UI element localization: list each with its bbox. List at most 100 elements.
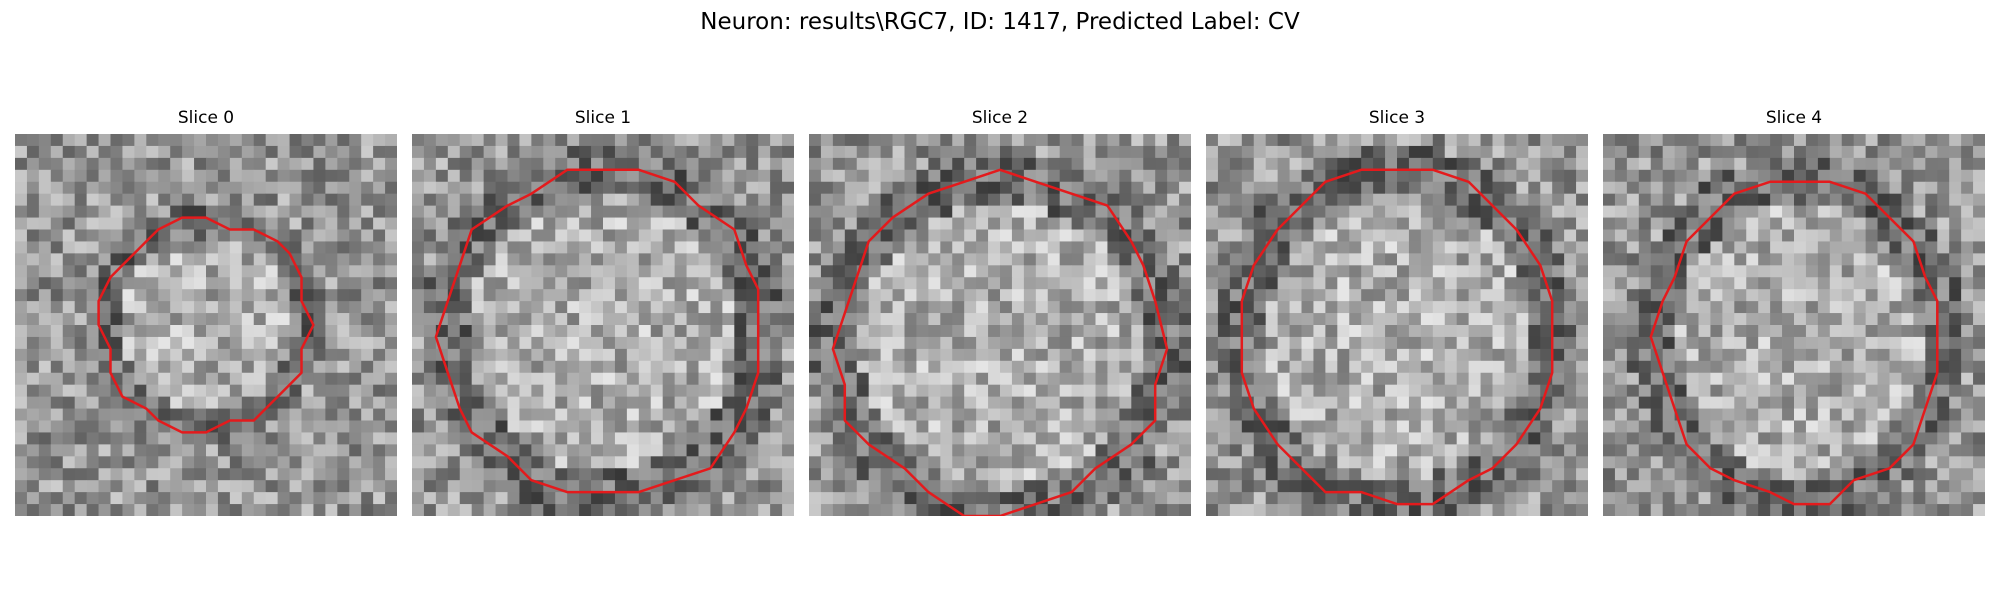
roi-contour bbox=[831, 168, 1169, 516]
image-pixel bbox=[471, 205, 485, 218]
image-pixel bbox=[277, 289, 290, 302]
image-pixel bbox=[385, 444, 397, 457]
image-pixel bbox=[1241, 325, 1255, 338]
image-pixel bbox=[50, 468, 64, 481]
image-pixel bbox=[1143, 325, 1156, 338]
image-pixel bbox=[1782, 217, 1795, 230]
image-pixel bbox=[1829, 301, 1843, 314]
image-pixel bbox=[1011, 193, 1025, 207]
image-pixel bbox=[1143, 444, 1156, 457]
image-pixel bbox=[1131, 444, 1144, 457]
image-pixel bbox=[1686, 408, 1699, 421]
image-pixel bbox=[495, 360, 508, 374]
image-pixel bbox=[483, 336, 496, 350]
image-pixel bbox=[674, 492, 687, 505]
image-pixel bbox=[1913, 134, 1926, 147]
image-pixel bbox=[1698, 372, 1711, 386]
image-pixel bbox=[1420, 408, 1434, 421]
image-pixel bbox=[698, 181, 711, 195]
image-pixel bbox=[952, 157, 965, 171]
image-pixel bbox=[964, 348, 977, 362]
image-pixel bbox=[146, 336, 159, 350]
image-pixel bbox=[1710, 193, 1723, 207]
image-pixel bbox=[1552, 336, 1565, 350]
image-pixel bbox=[1698, 360, 1711, 374]
image-pixel bbox=[361, 301, 374, 314]
image-pixel bbox=[722, 420, 735, 433]
image-pixel bbox=[698, 504, 711, 516]
image-pixel bbox=[603, 265, 616, 278]
image-pixel bbox=[880, 229, 893, 242]
image-pixel bbox=[626, 325, 640, 338]
image-pixel bbox=[1420, 325, 1434, 338]
image-pixel bbox=[1047, 241, 1061, 254]
image-pixel bbox=[1000, 205, 1013, 218]
image-pixel bbox=[710, 384, 723, 398]
slice-image-3 bbox=[1206, 134, 1588, 516]
image-pixel bbox=[770, 145, 783, 159]
image-pixel bbox=[229, 265, 243, 278]
image-pixel bbox=[385, 432, 397, 445]
image-pixel bbox=[301, 265, 314, 278]
image-pixel bbox=[686, 157, 699, 171]
image-pixel bbox=[1937, 145, 1950, 159]
image-pixel bbox=[483, 313, 496, 326]
image-pixel bbox=[832, 289, 846, 302]
image-pixel bbox=[122, 408, 135, 421]
image-pixel bbox=[1241, 420, 1255, 433]
image-pixel bbox=[1528, 384, 1541, 398]
image-pixel bbox=[614, 157, 628, 171]
image-pixel bbox=[1805, 277, 1819, 290]
image-pixel bbox=[1420, 360, 1434, 374]
image-pixel bbox=[1337, 157, 1350, 171]
image-pixel bbox=[614, 408, 628, 421]
image-pixel bbox=[1155, 468, 1168, 481]
image-pixel bbox=[1265, 336, 1279, 350]
image-pixel bbox=[1325, 325, 1338, 338]
image-pixel bbox=[217, 384, 231, 398]
image-pixel bbox=[686, 169, 699, 183]
image-pixel bbox=[1576, 408, 1588, 421]
image-pixel bbox=[241, 396, 255, 409]
image-pixel bbox=[1758, 372, 1771, 386]
image-pixel bbox=[1107, 504, 1120, 516]
image-pixel bbox=[1877, 289, 1890, 302]
image-pixel bbox=[1011, 265, 1025, 278]
image-pixel bbox=[1492, 145, 1505, 159]
image-pixel bbox=[1083, 384, 1096, 398]
image-pixel bbox=[206, 301, 219, 314]
image-pixel bbox=[1241, 145, 1255, 159]
image-pixel bbox=[1650, 396, 1664, 409]
image-pixel bbox=[710, 157, 723, 171]
image-pixel bbox=[1071, 408, 1084, 421]
image-pixel bbox=[38, 193, 52, 207]
image-pixel bbox=[1277, 134, 1290, 147]
image-pixel bbox=[1217, 384, 1231, 398]
image-pixel bbox=[110, 480, 123, 493]
image-pixel bbox=[904, 253, 917, 266]
image-pixel bbox=[555, 145, 568, 159]
image-pixel bbox=[1373, 360, 1386, 374]
image-pixel bbox=[1552, 348, 1565, 362]
image-pixel bbox=[194, 480, 207, 493]
image-pixel bbox=[170, 205, 183, 218]
image-pixel bbox=[1083, 325, 1096, 338]
image-pixel bbox=[591, 408, 604, 421]
image-pixel bbox=[1662, 157, 1676, 171]
image-pixel bbox=[313, 134, 326, 147]
image-pixel bbox=[868, 420, 882, 433]
image-pixel bbox=[1662, 325, 1676, 338]
image-pixel bbox=[1662, 253, 1676, 266]
image-pixel bbox=[1516, 253, 1529, 266]
image-pixel bbox=[38, 384, 52, 398]
image-pixel bbox=[507, 480, 520, 493]
image-pixel bbox=[86, 360, 99, 374]
image-pixel bbox=[1361, 468, 1374, 481]
image-pixel bbox=[1614, 289, 1628, 302]
image-pixel bbox=[1817, 134, 1831, 147]
image-pixel bbox=[1059, 313, 1073, 326]
image-pixel bbox=[361, 360, 374, 374]
image-pixel bbox=[674, 432, 687, 445]
image-pixel bbox=[1973, 145, 1985, 159]
image-pixel bbox=[1710, 301, 1723, 314]
